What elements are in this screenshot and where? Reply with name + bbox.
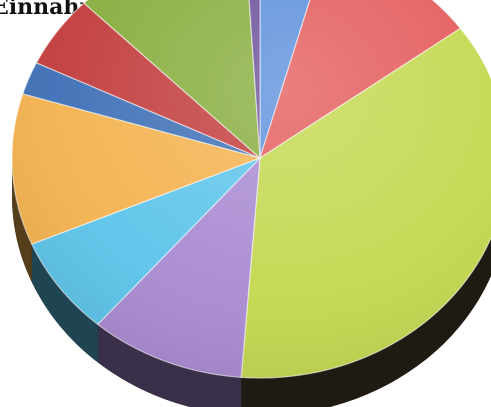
pie-chart	[11, 0, 491, 407]
